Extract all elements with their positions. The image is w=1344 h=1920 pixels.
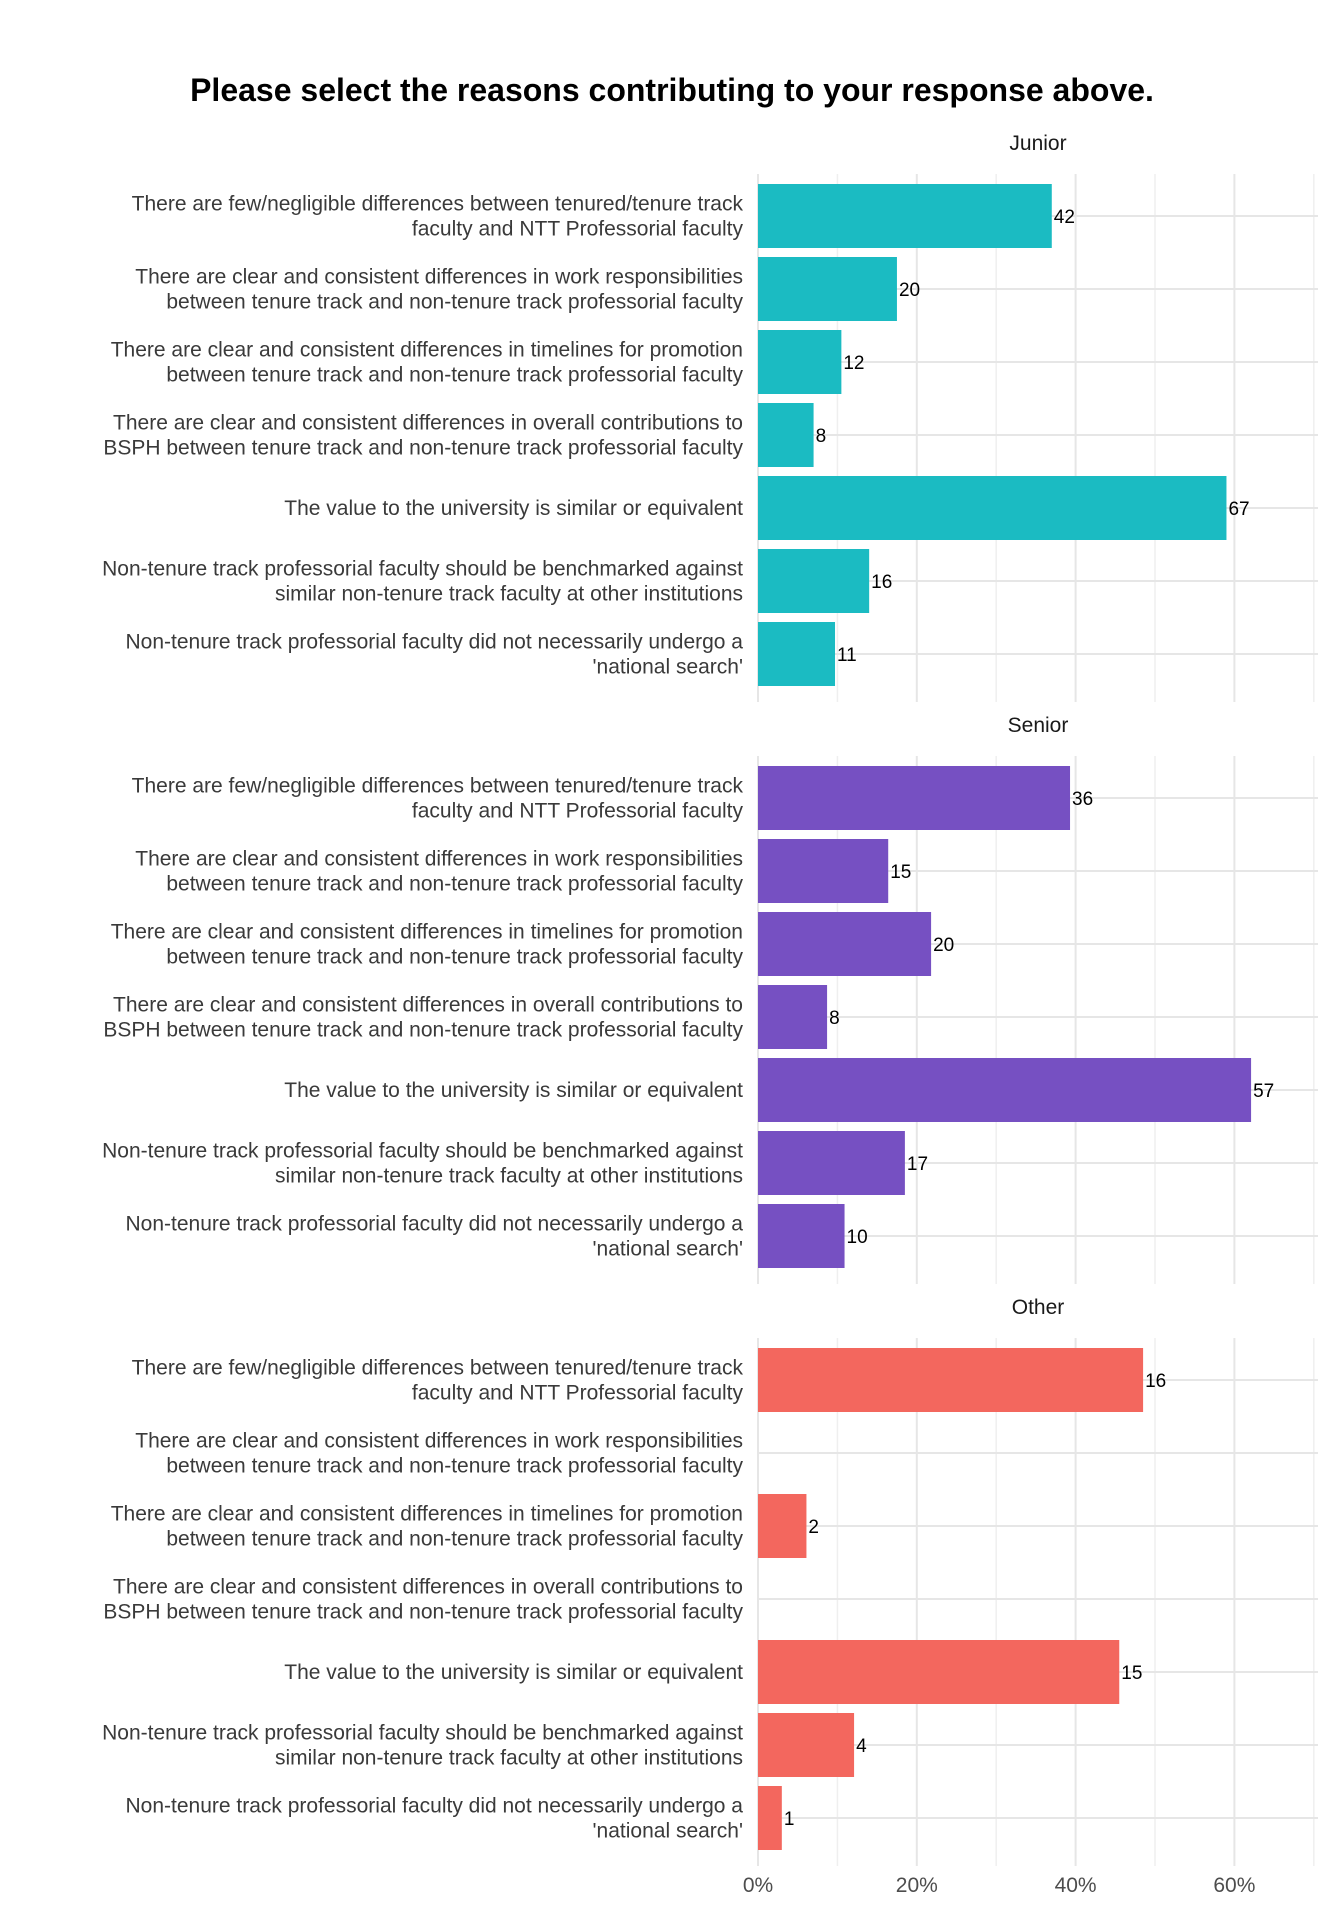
category-label: between tenure track and non-tenure trac…: [166, 364, 743, 387]
bar: [758, 766, 1071, 830]
category-label: faculty and NTT Professorial faculty: [412, 800, 744, 823]
category-label: The value to the university is similar o…: [284, 497, 743, 520]
data-label: 8: [816, 426, 827, 447]
data-label: 11: [837, 645, 857, 666]
data-label: 17: [907, 1154, 928, 1175]
category-label: There are clear and consistent differenc…: [135, 266, 743, 289]
data-label: 2: [808, 1517, 819, 1538]
bar: [758, 1494, 807, 1558]
category-label: BSPH between tenure track and non-tenure…: [103, 437, 743, 460]
data-label: 15: [1121, 1663, 1142, 1684]
x-tick-label: 60%: [1213, 1874, 1255, 1897]
bar: [758, 1640, 1120, 1704]
category-label: faculty and NTT Professorial faculty: [412, 218, 744, 241]
bar: [758, 1131, 905, 1195]
data-label: 10: [847, 1227, 868, 1248]
bar: [758, 549, 870, 613]
category-label: The value to the university is similar o…: [284, 1079, 743, 1102]
bar: [758, 912, 932, 976]
data-label: 20: [933, 935, 954, 956]
data-label: 1: [784, 1809, 795, 1830]
category-label: There are clear and consistent differenc…: [135, 1430, 743, 1453]
category-label: similar non-tenure track faculty at othe…: [275, 1165, 743, 1188]
x-tick-label: 20%: [896, 1874, 938, 1897]
category-label: Non-tenure track professorial faculty di…: [126, 631, 744, 654]
data-label: 57: [1253, 1081, 1274, 1102]
category-label: BSPH between tenure track and non-tenure…: [103, 1019, 743, 1042]
data-label: 4: [856, 1736, 867, 1757]
category-label: Non-tenure track professorial faculty sh…: [102, 1722, 743, 1745]
bar: [758, 1204, 845, 1268]
bar: [758, 839, 889, 903]
category-label: between tenure track and non-tenure trac…: [166, 873, 743, 896]
bar: [758, 330, 842, 394]
bar: [758, 1786, 782, 1850]
category-label: 'national search': [593, 1820, 743, 1843]
facet-label: Junior: [1009, 132, 1066, 155]
category-label: Non-tenure track professorial faculty sh…: [102, 558, 743, 581]
data-label: 16: [871, 572, 892, 593]
category-label: There are few/negligible differences bet…: [132, 775, 744, 798]
data-label: 15: [890, 862, 911, 883]
category-label: between tenure track and non-tenure trac…: [166, 1528, 743, 1551]
category-label: 'national search': [593, 656, 743, 679]
category-label: There are few/negligible differences bet…: [132, 1357, 744, 1380]
category-label: There are clear and consistent differenc…: [113, 994, 743, 1017]
facet-label: Other: [1012, 1296, 1065, 1319]
chart-title: Please select the reasons contributing t…: [190, 72, 1154, 108]
bar: [758, 476, 1227, 540]
category-label: There are clear and consistent differenc…: [135, 848, 743, 871]
bar: [758, 184, 1052, 248]
category-label: similar non-tenure track faculty at othe…: [275, 1747, 743, 1770]
data-label: 12: [843, 353, 864, 374]
bar: [758, 622, 836, 686]
bar: [758, 985, 828, 1049]
data-label: 16: [1145, 1371, 1166, 1392]
category-label: There are clear and consistent differenc…: [111, 921, 743, 944]
category-label: The value to the university is similar o…: [284, 1661, 743, 1684]
data-label: 20: [899, 280, 920, 301]
category-label: faculty and NTT Professorial faculty: [412, 1382, 744, 1405]
category-label: There are few/negligible differences bet…: [132, 193, 744, 216]
category-label: between tenure track and non-tenure trac…: [166, 946, 743, 969]
bar: [758, 257, 897, 321]
category-label: There are clear and consistent differenc…: [113, 1576, 743, 1599]
data-label: 8: [829, 1008, 840, 1029]
bar: [758, 403, 814, 467]
category-label: similar non-tenure track faculty at othe…: [275, 583, 743, 606]
category-label: There are clear and consistent differenc…: [111, 339, 743, 362]
category-label: Non-tenure track professorial faculty di…: [126, 1213, 744, 1236]
x-tick-label: 0%: [743, 1874, 773, 1897]
bar: [758, 1348, 1144, 1412]
category-label: 'national search': [593, 1238, 743, 1261]
data-label: 67: [1228, 499, 1249, 520]
category-label: Non-tenure track professorial faculty di…: [126, 1795, 744, 1818]
facet-label: Senior: [1008, 714, 1069, 737]
bar: [758, 1713, 855, 1777]
category-label: BSPH between tenure track and non-tenure…: [103, 1601, 743, 1624]
category-label: Non-tenure track professorial faculty sh…: [102, 1140, 743, 1163]
bar: [758, 1058, 1252, 1122]
category-label: between tenure track and non-tenure trac…: [166, 291, 743, 314]
category-label: between tenure track and non-tenure trac…: [166, 1455, 743, 1478]
category-label: There are clear and consistent differenc…: [113, 412, 743, 435]
data-label: 36: [1072, 789, 1093, 810]
category-label: There are clear and consistent differenc…: [111, 1503, 743, 1526]
x-tick-label: 40%: [1055, 1874, 1097, 1897]
data-label: 42: [1054, 207, 1075, 228]
